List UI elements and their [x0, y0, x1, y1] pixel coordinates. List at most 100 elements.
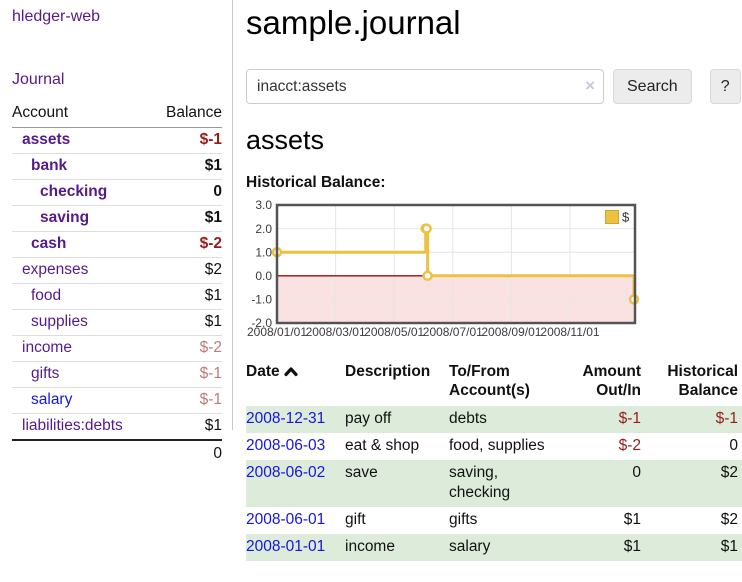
transaction-accounts: saving, checking [449, 464, 511, 501]
account-link-salary[interactable]: salary [31, 391, 73, 408]
account-row-cash: cash $-2 [12, 231, 222, 258]
account-balance: $-1 [151, 387, 222, 414]
account-link-liabilities-debts[interactable]: liabilities:debts [22, 417, 123, 434]
y-axis-ticks: 3.0 2.0 1.0 0.0 -1.0 -2.0 [251, 198, 272, 330]
x-axis-tick: 2008/11/01 [540, 325, 600, 339]
help-button[interactable]: ? [709, 69, 741, 104]
transaction-accounts: salary [449, 538, 491, 555]
chart-border [275, 203, 637, 325]
account-link-food[interactable]: food [31, 287, 62, 304]
chart-svg: $ 3.0 2.0 1.0 0.0 -1.0 -2.0 [251, 198, 640, 330]
transaction-description: eat & shop [345, 437, 420, 454]
transaction-row: 2008-06-01 gift gifts $1 $2 [246, 507, 742, 534]
transaction-amount: $-2 [618, 437, 641, 454]
register-header-amount: Amount Out/In [582, 363, 641, 399]
transaction-balance: 0 [729, 437, 738, 454]
transaction-date-link[interactable]: 2008-06-03 [246, 437, 326, 454]
accounts-header-balance: Balance [151, 101, 222, 128]
search-form: × Search ? [246, 69, 742, 104]
transaction-balance: $1 [720, 538, 738, 555]
x-axis-tick: 2008/09/01 [481, 325, 542, 339]
accounts-total-row: 0 [12, 439, 222, 467]
x-axis-tick: 2008/07/01 [422, 325, 483, 339]
account-link-checking[interactable]: checking [40, 183, 108, 200]
account-link-expenses[interactable]: expenses [22, 261, 89, 278]
svg-text:0.0: 0.0 [255, 269, 272, 283]
register-table: Date Description To/From Account(s) Amou… [246, 362, 742, 561]
transaction-description: save [345, 464, 378, 481]
transaction-description: gift [345, 511, 366, 528]
account-link-income[interactable]: income [22, 339, 72, 356]
account-balance: $1 [151, 413, 222, 441]
main-content: sample.journal × Search ? assets Histori… [246, 0, 742, 561]
account-row-saving: saving $1 [12, 205, 222, 232]
sort-ascending-icon [284, 367, 298, 377]
app-brand-link[interactable]: hledger-web [12, 8, 101, 25]
transaction-row: 2008-12-31 pay off debts $-1 $-1 [246, 406, 742, 433]
transaction-date-link[interactable]: 2008-12-31 [246, 410, 326, 427]
search-box: × [246, 69, 604, 104]
transaction-description: pay off [345, 410, 392, 427]
transaction-accounts: gifts [449, 511, 478, 528]
account-row-supplies: supplies $1 [12, 309, 222, 336]
account-link-bank[interactable]: bank [31, 157, 68, 174]
transaction-accounts: food, supplies [449, 437, 545, 454]
chart-negative-region [278, 275, 634, 322]
transaction-description: income [345, 538, 395, 555]
chart-title: Historical Balance: [246, 174, 386, 191]
transaction-balance: $-1 [715, 410, 738, 427]
account-link-cash[interactable]: cash [31, 235, 67, 252]
transaction-amount: $1 [623, 538, 641, 555]
account-row-assets: assets $-1 [12, 127, 222, 154]
account-balance: $1 [151, 153, 222, 180]
svg-text:-2.0: -2.0 [251, 316, 272, 330]
transaction-amount: $1 [623, 511, 641, 528]
account-balance: $-2 [151, 231, 222, 258]
account-balance: $1 [151, 309, 222, 336]
account-balance: $-1 [151, 127, 222, 154]
search-button[interactable]: Search [613, 69, 692, 104]
svg-text:-1.0: -1.0 [251, 293, 272, 307]
transaction-amount: 0 [632, 464, 641, 481]
accounts-table: Account Balance assets $-1 bank $1 checkin… [12, 101, 222, 467]
svg-text:2.0: 2.0 [255, 222, 272, 236]
account-heading: assets [246, 125, 325, 155]
account-link-gifts[interactable]: gifts [31, 365, 60, 382]
transaction-row: 2008-01-01 income salary $1 $1 [246, 534, 742, 561]
legend-swatch [605, 210, 619, 224]
register-header-description: Description [345, 363, 431, 380]
x-axis-tick: 2008/01/01 [246, 325, 308, 339]
account-row-expenses: expenses $2 [12, 257, 222, 284]
x-axis-tick: 2008/03/01 [305, 325, 366, 339]
account-row-bank: bank $1 [12, 153, 222, 180]
account-link-assets[interactable]: assets [22, 131, 71, 148]
account-link-saving[interactable]: saving [40, 209, 90, 226]
register-header-balance: Historical Balance [667, 363, 738, 399]
x-axis-tick: 2008/05/01 [364, 325, 425, 339]
account-link-supplies[interactable]: supplies [31, 313, 88, 330]
account-balance: $1 [151, 205, 222, 232]
transaction-date-link[interactable]: 2008-01-01 [246, 538, 326, 555]
account-row-income: income $-2 [12, 335, 222, 362]
sidebar-item-journal[interactable]: Journal [12, 71, 65, 88]
transaction-date-link[interactable]: 2008-06-02 [246, 464, 326, 481]
account-balance: $2 [151, 257, 222, 284]
legend-label: $ [622, 210, 630, 225]
accounts-total-value: 0 [151, 439, 222, 467]
historical-balance-chart: $ 3.0 2.0 1.0 0.0 -1.0 -2.0 2008/01/01 2… [246, 198, 742, 344]
svg-text:3.0: 3.0 [255, 198, 272, 212]
account-balance: $1 [151, 283, 222, 310]
accounts-header-account: Account [12, 101, 152, 128]
transaction-row: 2008-06-03 eat & shop food, supplies $-2… [246, 433, 742, 460]
search-input[interactable] [246, 69, 604, 104]
transaction-date-link[interactable]: 2008-06-01 [246, 511, 326, 528]
register-header-date[interactable]: Date [246, 362, 345, 406]
page-title: sample.journal [246, 4, 461, 41]
account-row-liabilities-debts: liabilities:debts $1 [12, 413, 222, 441]
transaction-balance: $2 [720, 511, 738, 528]
transaction-amount: $-1 [618, 410, 641, 427]
account-row-gifts: gifts $-1 [12, 361, 222, 388]
clear-search-icon[interactable]: × [585, 76, 595, 95]
account-row-salary: salary $-1 [12, 387, 222, 414]
account-balance: 0 [151, 179, 222, 206]
